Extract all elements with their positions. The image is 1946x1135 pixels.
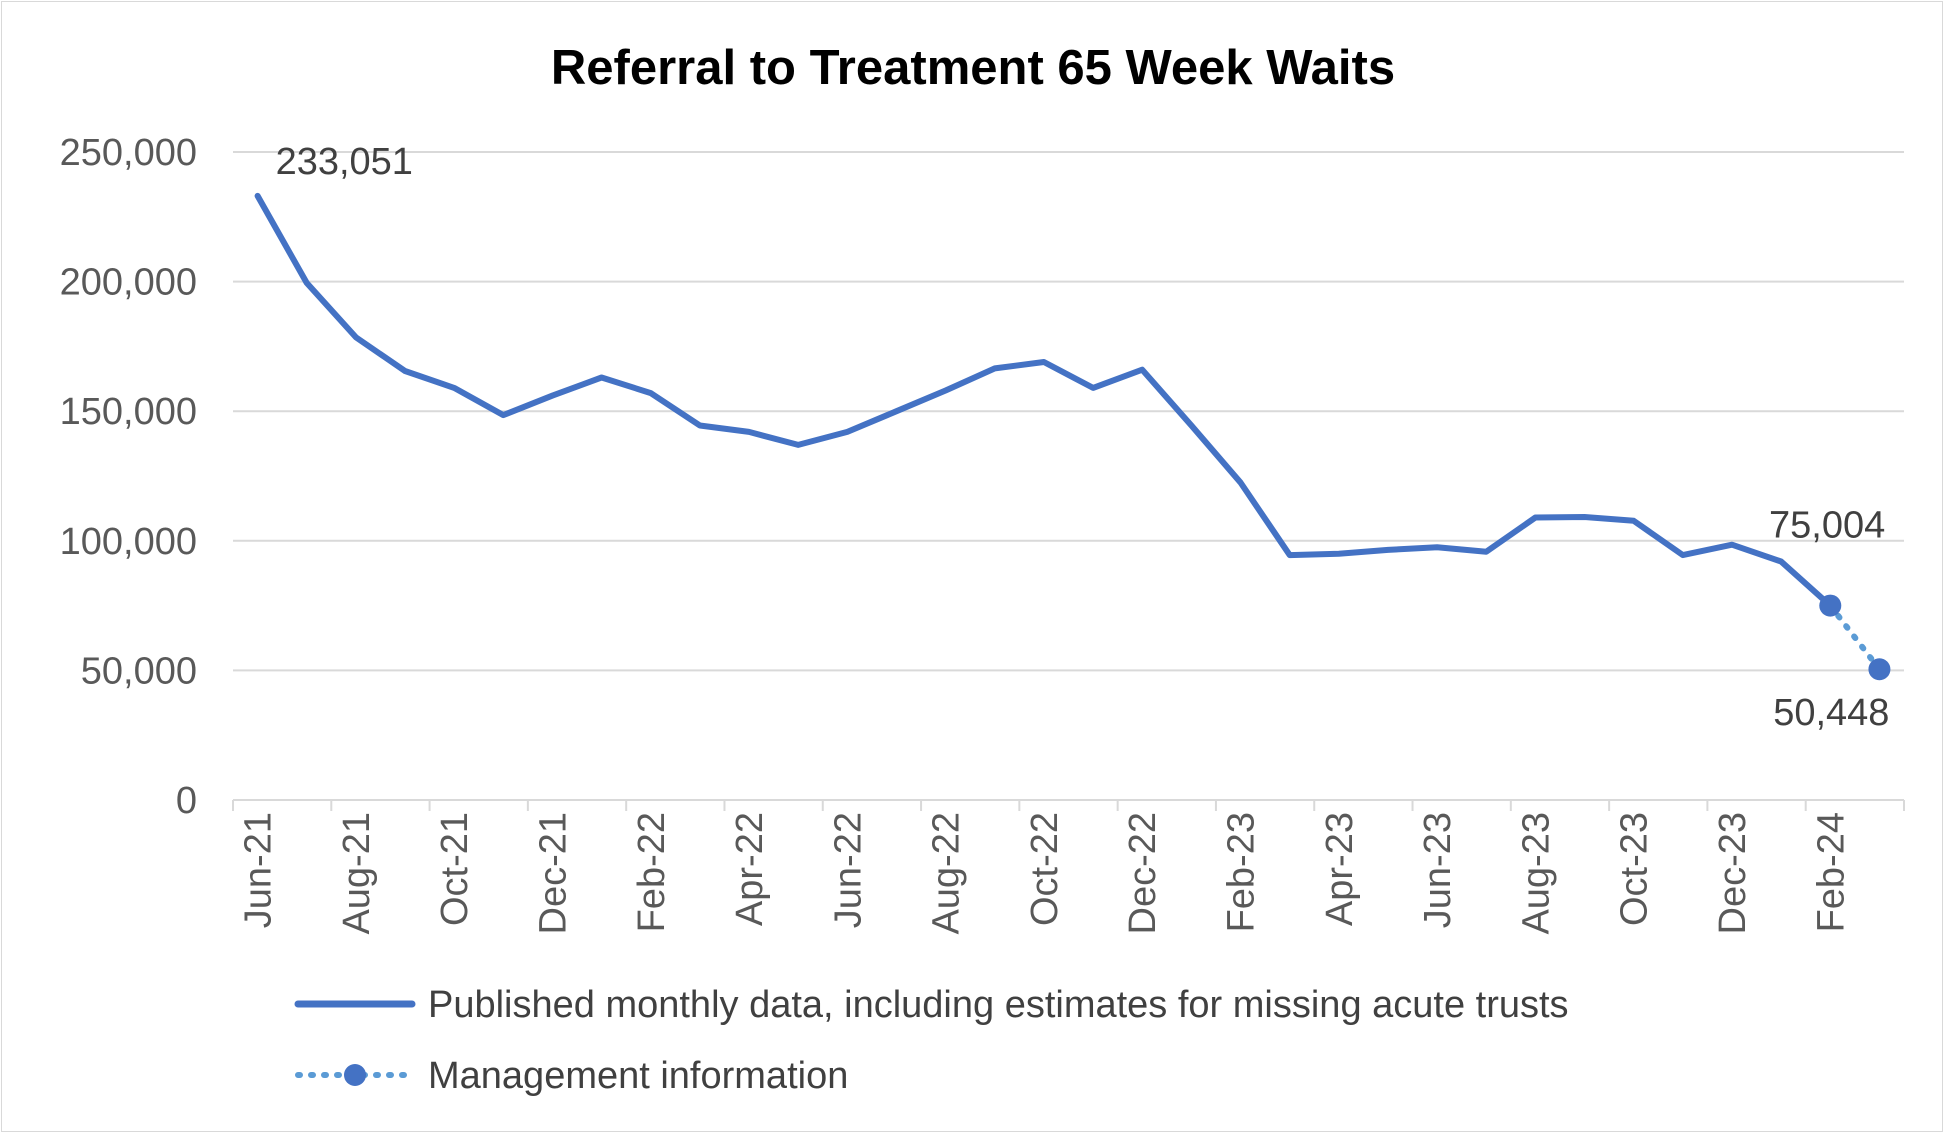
x-tick-label: Aug-22 [926, 812, 968, 935]
x-tick-label: Aug-21 [336, 812, 378, 935]
y-tick-label: 50,000 [81, 650, 197, 692]
data-label: 50,448 [1773, 692, 1889, 734]
x-tick-label: Dec-22 [1122, 812, 1164, 935]
x-tick-label: Oct-23 [1614, 812, 1656, 926]
series-line-published-monthly-data [254, 192, 1834, 609]
y-tick-label: 100,000 [60, 521, 197, 563]
series-group [254, 192, 1891, 681]
x-tick-label: Oct-22 [1024, 812, 1066, 926]
chart-title: Referral to Treatment 65 Week Waits [551, 41, 1395, 95]
x-tick-label: Jun-23 [1417, 812, 1459, 928]
y-tick-label: 250,000 [60, 132, 197, 174]
x-tick-label: Aug-23 [1515, 812, 1557, 935]
y-tick-label: 200,000 [60, 262, 197, 304]
x-tick-label: Feb-23 [1221, 812, 1263, 932]
x-tick-label: Dec-23 [1712, 812, 1754, 935]
y-axis-ticks: 0 50,000 100,000 150,000 200,000 250,000 [60, 132, 197, 822]
series-line-management-information [1827, 602, 1883, 673]
x-tick-label: Apr-22 [729, 812, 771, 926]
legend: Published monthly data, including estima… [294, 984, 1569, 1097]
data-label: 75,004 [1769, 505, 1885, 547]
x-tick-label: Dec-21 [532, 812, 574, 935]
y-tick-label: 150,000 [60, 391, 197, 433]
x-tick-label: Feb-24 [1810, 812, 1852, 932]
x-tick-label: Apr-23 [1319, 812, 1361, 926]
legend-label-published: Published monthly data, including estima… [428, 984, 1569, 1026]
data-labels: 233,051 75,004 50,448 [276, 141, 1890, 734]
legend-label-management: Management information [428, 1055, 848, 1097]
data-point-marker [1819, 594, 1842, 617]
legend-marker-management [344, 1064, 366, 1086]
x-tick-label: Jun-22 [827, 812, 869, 928]
gridlines [233, 151, 1904, 672]
x-tick-label: Jun-21 [238, 812, 280, 928]
data-label: 233,051 [276, 141, 413, 183]
data-point-marker [1868, 658, 1891, 681]
x-tick-label: Oct-21 [434, 812, 476, 926]
x-axis: Jun-21 Aug-21 Oct-21 Dec-21 Feb-22 Apr-22 Jun-… [232, 799, 1905, 935]
x-tick-label: Feb-22 [631, 812, 673, 932]
y-tick-label: 0 [176, 780, 197, 822]
